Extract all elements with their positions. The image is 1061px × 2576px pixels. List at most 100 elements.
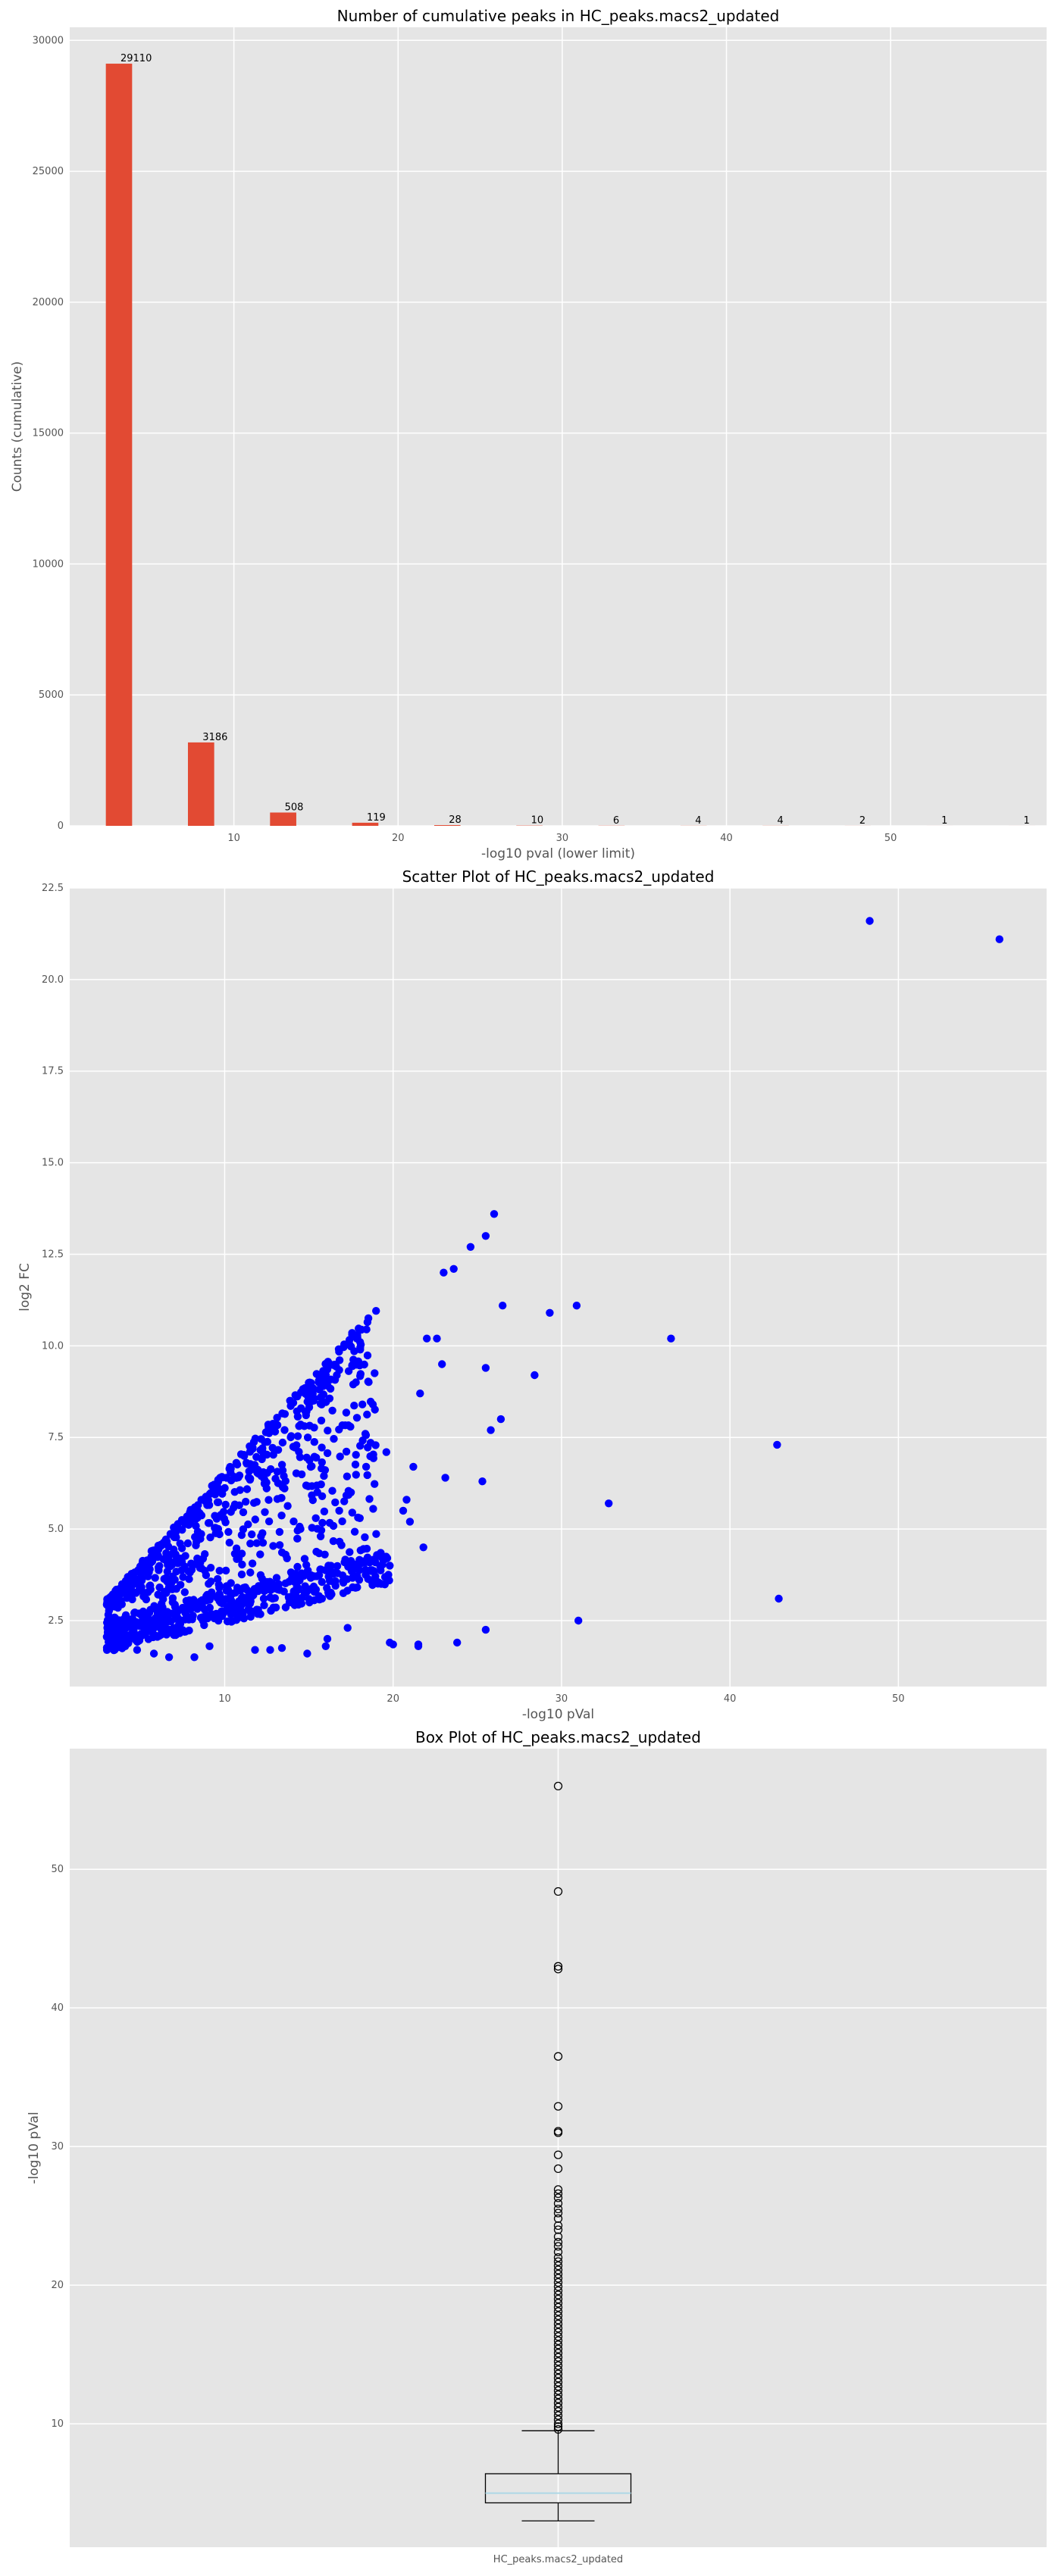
scatter-point bbox=[342, 1408, 351, 1417]
scatter-point bbox=[259, 1594, 268, 1603]
scatter-point bbox=[199, 1555, 208, 1563]
outlier-point bbox=[553, 2164, 563, 2174]
scatter-point bbox=[361, 1533, 369, 1542]
scatter-point bbox=[239, 1508, 248, 1517]
y-tick-label: 50 bbox=[51, 1864, 64, 1875]
scatter-point bbox=[244, 1520, 252, 1529]
scatter-point bbox=[333, 1562, 342, 1571]
outlier-point bbox=[553, 2204, 563, 2214]
bar-value-label: 28 bbox=[449, 814, 462, 826]
x-tick-label: 50 bbox=[892, 1693, 905, 1705]
scatter-point bbox=[130, 1608, 139, 1618]
scatter-point bbox=[313, 1524, 321, 1533]
bar-value-label: 1 bbox=[941, 815, 947, 827]
outlier-point bbox=[553, 2237, 563, 2247]
y-tick-label: 10 bbox=[51, 2418, 64, 2430]
scatter-point bbox=[205, 1501, 214, 1509]
scatter-point bbox=[305, 1595, 313, 1603]
scatter-point bbox=[184, 1514, 193, 1522]
scatter-point bbox=[183, 1539, 192, 1548]
scatter-point bbox=[321, 1466, 330, 1474]
scatter-point bbox=[355, 1555, 364, 1564]
chart-title: Box Plot of HC_peaks.macs2_updated bbox=[415, 1728, 701, 1746]
scatter-point bbox=[349, 1380, 358, 1389]
scatter-point bbox=[243, 1485, 252, 1493]
scatter-point bbox=[312, 1453, 321, 1462]
outlier-point bbox=[553, 2257, 563, 2266]
outlier-point bbox=[553, 2386, 563, 2395]
outlier-point bbox=[553, 2282, 563, 2291]
scatter-point bbox=[269, 1450, 277, 1459]
scatter-point bbox=[478, 1477, 487, 1486]
scatter-point bbox=[174, 1607, 182, 1615]
outlier-point bbox=[553, 2402, 563, 2412]
scatter-point bbox=[172, 1584, 180, 1593]
scatter-point bbox=[222, 1474, 230, 1482]
y-tick-label: 17.5 bbox=[42, 1066, 64, 1077]
outlier-point bbox=[553, 2274, 563, 2283]
outlier-point bbox=[553, 1781, 563, 1791]
scatter-point bbox=[144, 1610, 152, 1618]
scatter-point bbox=[344, 1421, 352, 1430]
scatter-point bbox=[293, 1412, 302, 1421]
scatter-point bbox=[168, 1549, 177, 1558]
scatter-point bbox=[206, 1489, 215, 1497]
y-tick-label: 15.0 bbox=[42, 1158, 64, 1169]
scatter-point bbox=[296, 1421, 305, 1429]
scatter-point bbox=[271, 1427, 280, 1436]
scatter-point bbox=[177, 1557, 186, 1566]
scatter-point bbox=[329, 1537, 338, 1546]
scatter-point bbox=[303, 1649, 311, 1658]
outlier-point bbox=[553, 2344, 563, 2353]
scatter-point bbox=[224, 1527, 233, 1537]
scatter-point bbox=[221, 1483, 229, 1493]
scatter-point bbox=[368, 1400, 377, 1408]
scatter-point bbox=[121, 1642, 130, 1650]
scatter-point bbox=[102, 1633, 111, 1641]
scatter-point bbox=[208, 1482, 218, 1490]
y-tick-label: 20 bbox=[51, 2280, 64, 2291]
scatter-point bbox=[158, 1599, 166, 1608]
outlier-point bbox=[553, 2242, 563, 2251]
scatter-point bbox=[334, 1345, 343, 1354]
outlier-point bbox=[553, 1962, 563, 1971]
outlier-point bbox=[553, 2327, 563, 2337]
scatter-point bbox=[365, 1495, 374, 1503]
y-tick-label: 2.5 bbox=[48, 1615, 64, 1627]
scatter-point bbox=[301, 1570, 310, 1578]
scatter-point bbox=[258, 1574, 266, 1583]
scatter-point bbox=[229, 1503, 238, 1512]
scatter-point bbox=[285, 1577, 293, 1586]
scatter-point bbox=[155, 1583, 164, 1592]
scatter-point bbox=[172, 1525, 180, 1534]
scatter-point bbox=[129, 1615, 137, 1624]
scatter-point bbox=[318, 1458, 326, 1467]
scatter-point bbox=[399, 1506, 408, 1515]
scatter-point bbox=[481, 1625, 490, 1634]
scatter-point bbox=[264, 1496, 273, 1504]
bar-value-label: 508 bbox=[285, 802, 304, 813]
scatter-point bbox=[352, 1414, 361, 1422]
scatter-point bbox=[355, 1514, 364, 1523]
scatter-point bbox=[234, 1555, 243, 1563]
outlier-point bbox=[553, 2390, 563, 2399]
scatter-point bbox=[191, 1560, 199, 1568]
scatter-point bbox=[348, 1508, 356, 1517]
scatter-point bbox=[227, 1468, 235, 1477]
outlier-point bbox=[553, 2221, 563, 2231]
scatter-point bbox=[216, 1474, 224, 1482]
scatter-point bbox=[320, 1471, 328, 1480]
scatter-point bbox=[248, 1530, 256, 1539]
scatter-point bbox=[189, 1612, 197, 1620]
outlier-point bbox=[553, 2286, 563, 2296]
x-tick-label: 20 bbox=[392, 833, 405, 844]
scatter-point bbox=[331, 1581, 340, 1590]
scatter-point bbox=[258, 1444, 267, 1452]
scatter-point bbox=[261, 1438, 269, 1446]
outlier-point bbox=[553, 2214, 563, 2223]
scatter-point bbox=[225, 1602, 233, 1610]
scatter-point bbox=[286, 1396, 294, 1405]
scatter-point bbox=[310, 1438, 318, 1446]
scatter-point bbox=[218, 1599, 227, 1608]
